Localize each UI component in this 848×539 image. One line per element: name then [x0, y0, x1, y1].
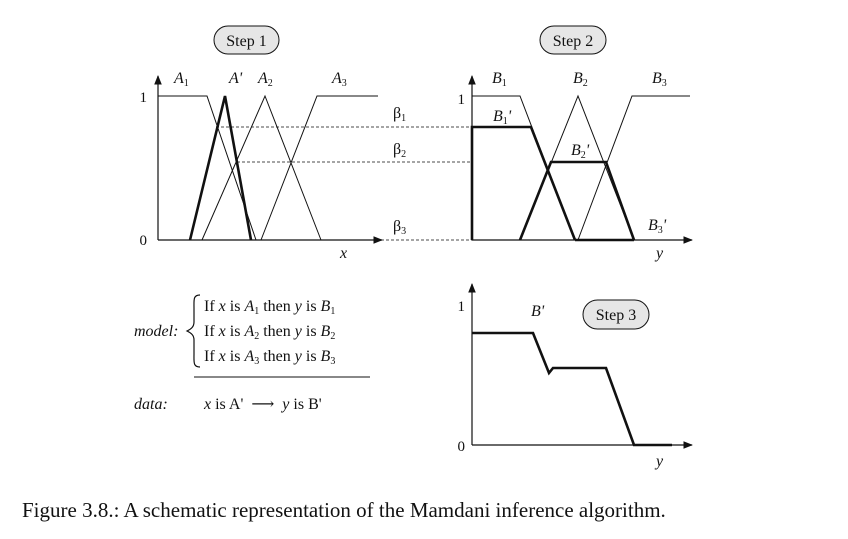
figure-caption: Figure 3.8.: A schematic representation …	[22, 498, 666, 522]
step1-pill-label: Step 1	[226, 33, 266, 50]
label-B2-prime: B2'	[571, 142, 590, 161]
label-A2: A2	[257, 70, 273, 89]
step2-pill: Step 2	[539, 25, 607, 55]
label-A1: A1	[173, 70, 189, 89]
step1-pill: Step 1	[213, 25, 280, 55]
step1-y-tick-one: 1	[140, 90, 148, 106]
step3-y-tick-zero: 0	[458, 439, 466, 455]
mf-B2-prime	[518, 160, 636, 241]
mf-A3	[260, 95, 378, 241]
step2-panel: 1 y B1 B2 B3 B1' B2' B3'	[458, 70, 693, 262]
label-B1: B1	[492, 70, 507, 89]
label-B3: B3	[652, 70, 667, 89]
mf-B1	[472, 95, 576, 241]
data-statement: x is A' ⟶ y is B'	[203, 396, 322, 413]
step2-y-tick-one: 1	[458, 92, 466, 108]
step2-y-axis-label: y	[654, 245, 664, 262]
step1-y-tick-zero: 0	[140, 233, 148, 249]
mf-A-prime	[188, 95, 253, 241]
model-label: model:	[134, 323, 178, 340]
step3-y-tick-one: 1	[458, 299, 466, 315]
rule-1: If x is A1 then y is B1	[204, 298, 335, 318]
mf-B3	[577, 95, 690, 241]
model-brace	[185, 294, 201, 368]
mf-B1-prime	[470, 125, 577, 241]
mf-A1	[158, 95, 257, 241]
label-B3-prime: B3'	[648, 217, 667, 236]
beta2-label: β2	[393, 141, 406, 160]
data-label: data:	[134, 396, 168, 413]
model-block: model: If x is A1 then y is B1 If x is A…	[134, 294, 370, 413]
step1-panel: 1 0 x A1 A' A2 A3	[140, 70, 383, 262]
step3-panel: 1 0 y B'	[458, 283, 693, 470]
beta1-label: β1	[393, 105, 406, 124]
mf-A2	[201, 94, 322, 241]
step2-pill-label: Step 2	[553, 33, 593, 50]
step3-y-axis-label: y	[654, 453, 664, 470]
beta3-label: β3	[393, 218, 406, 237]
label-B1-prime: B1'	[493, 108, 512, 127]
rule-2: If x is A2 then y is B2	[204, 323, 335, 343]
label-A-prime: A'	[228, 70, 243, 87]
beta-lines: β1 β2 β3	[216, 105, 472, 241]
step1-x-axis-label: x	[339, 245, 347, 262]
aggregated-output-B-prime	[472, 331, 672, 447]
label-B-prime-result: B'	[531, 303, 545, 320]
mf-B2	[519, 94, 635, 241]
label-B2: B2	[573, 70, 588, 89]
step3-pill: Step 3	[582, 299, 650, 330]
label-A3: A3	[331, 70, 347, 89]
rule-3: If x is A3 then y is B3	[204, 348, 335, 368]
step3-pill-label: Step 3	[596, 307, 636, 324]
